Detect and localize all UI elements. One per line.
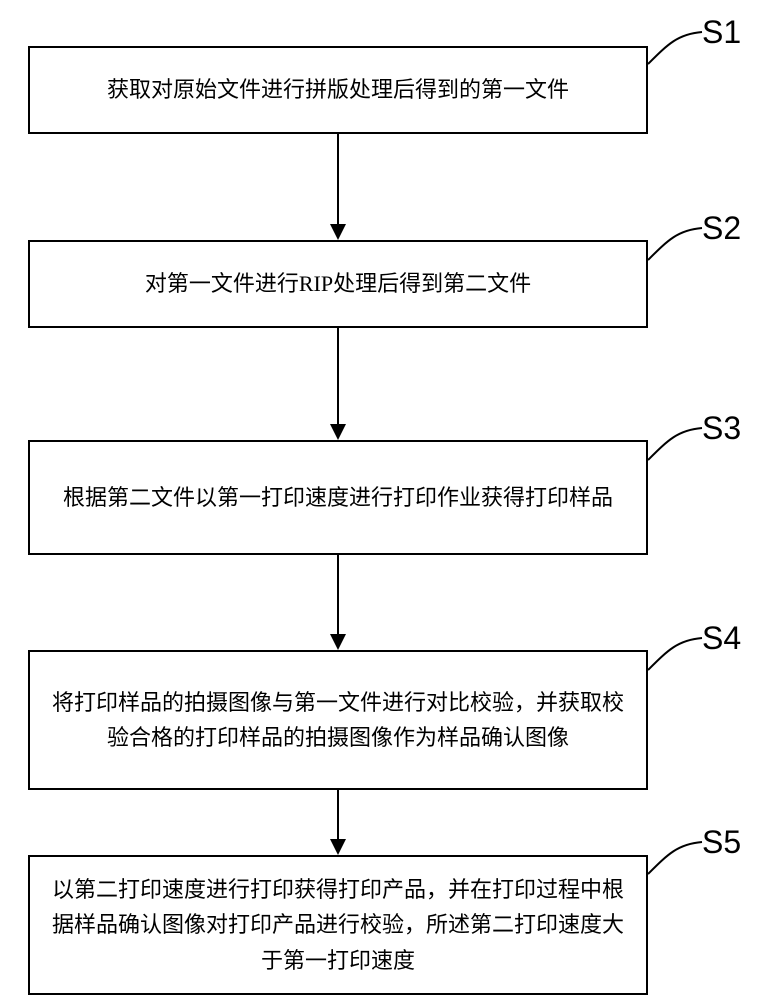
node-s1: 获取对原始文件进行拼版处理后得到的第一文件	[28, 46, 648, 134]
callout-s2	[648, 210, 708, 270]
node-s3-text: 根据第二文件以第一打印速度进行打印作业获得打印样品	[63, 480, 613, 515]
node-s5-text: 以第二打印速度进行打印获得打印产品，并在打印过程中根据样品确认图像对打印产品进行…	[50, 872, 626, 978]
node-s3: 根据第二文件以第一打印速度进行打印作业获得打印样品	[28, 440, 648, 555]
label-s5: S5	[702, 824, 741, 861]
flowchart-canvas: 获取对原始文件进行拼版处理后得到的第一文件 S1 对第一文件进行RIP处理后得到…	[0, 0, 778, 1000]
label-s1: S1	[702, 14, 741, 51]
callout-s3	[648, 410, 708, 470]
node-s2: 对第一文件进行RIP处理后得到第二文件	[28, 240, 648, 328]
edge-s4-s5	[320, 790, 356, 857]
label-s3: S3	[702, 410, 741, 447]
edge-s3-s4	[320, 555, 356, 652]
edge-s1-s2	[320, 134, 356, 242]
label-s4: S4	[702, 620, 741, 657]
label-s2: S2	[702, 210, 741, 247]
callout-s4	[648, 620, 708, 680]
node-s5: 以第二打印速度进行打印获得打印产品，并在打印过程中根据样品确认图像对打印产品进行…	[28, 855, 648, 995]
edge-s2-s3	[320, 328, 356, 442]
node-s4-text: 将打印样品的拍摄图像与第一文件进行对比校验，并获取校验合格的打印样品的拍摄图像作…	[50, 685, 626, 755]
node-s1-text: 获取对原始文件进行拼版处理后得到的第一文件	[107, 72, 569, 107]
node-s2-text: 对第一文件进行RIP处理后得到第二文件	[145, 266, 531, 301]
node-s4: 将打印样品的拍摄图像与第一文件进行对比校验，并获取校验合格的打印样品的拍摄图像作…	[28, 650, 648, 790]
callout-s1	[648, 14, 708, 74]
callout-s5	[648, 824, 708, 884]
